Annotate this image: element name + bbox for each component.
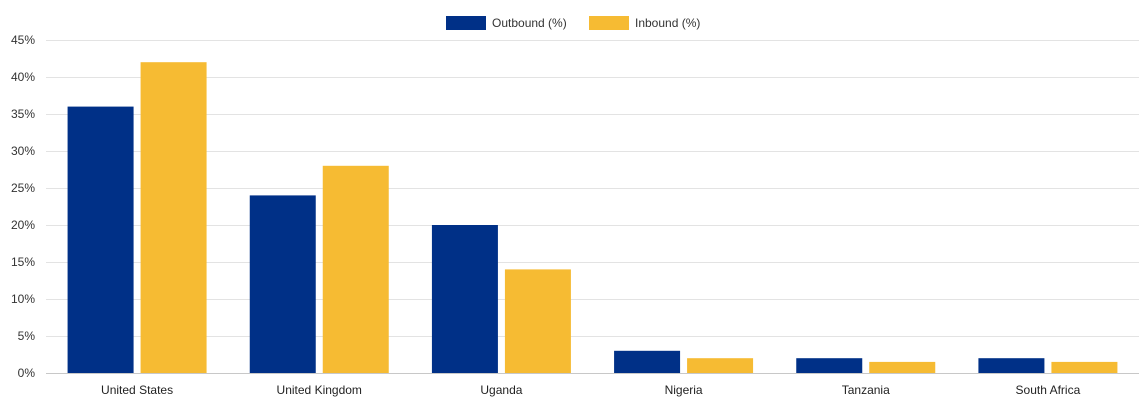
y-tick-label: 5% [18, 329, 36, 343]
x-axis: United States United Kingdom Uganda Nigeria… [101, 383, 1081, 397]
y-tick-label: 25% [11, 181, 35, 195]
x-tick-label: South Africa [1016, 383, 1081, 397]
legend[interactable]: Outbound (%) Inbound (%) [446, 16, 700, 30]
legend-label-outbound[interactable]: Outbound (%) [492, 16, 567, 30]
y-axis: 0% 5% 10% 15% 20% 25% 30% 35% 40% 45% [11, 33, 35, 380]
bar-outbound-tanzania[interactable] [796, 358, 863, 373]
y-tick-label: 20% [11, 218, 35, 232]
y-tick-label: 40% [11, 70, 35, 84]
bar-inbound-united-states[interactable] [140, 62, 207, 373]
bar-inbound-uganda[interactable] [504, 269, 571, 373]
gridlines [46, 40, 1139, 374]
bar-inbound-south-africa[interactable] [1051, 361, 1118, 373]
x-tick-label: Tanzania [842, 383, 890, 397]
x-tick-label: United Kingdom [277, 383, 362, 397]
x-tick-label: Uganda [480, 383, 522, 397]
bar-outbound-south-africa[interactable] [978, 358, 1045, 373]
legend-label-inbound[interactable]: Inbound (%) [635, 16, 700, 30]
y-tick-label: 0% [18, 366, 36, 380]
bar-inbound-tanzania[interactable] [869, 361, 936, 373]
bar-outbound-united-states[interactable] [67, 106, 134, 373]
y-tick-label: 35% [11, 107, 35, 121]
y-tick-label: 30% [11, 144, 35, 158]
bar-inbound-united-kingdom[interactable] [322, 165, 389, 373]
bars [67, 62, 1118, 373]
bar-outbound-uganda[interactable] [431, 225, 498, 373]
x-tick-label: Nigeria [665, 383, 703, 397]
bar-inbound-nigeria[interactable] [687, 358, 754, 373]
legend-swatch-inbound[interactable] [589, 16, 629, 30]
y-tick-label: 15% [11, 255, 35, 269]
x-tick-label: United States [101, 383, 173, 397]
bar-outbound-nigeria[interactable] [614, 350, 681, 373]
y-tick-label: 45% [11, 33, 35, 47]
y-tick-label: 10% [11, 292, 35, 306]
bar-outbound-united-kingdom[interactable] [249, 195, 316, 373]
legend-swatch-outbound[interactable] [446, 16, 486, 30]
